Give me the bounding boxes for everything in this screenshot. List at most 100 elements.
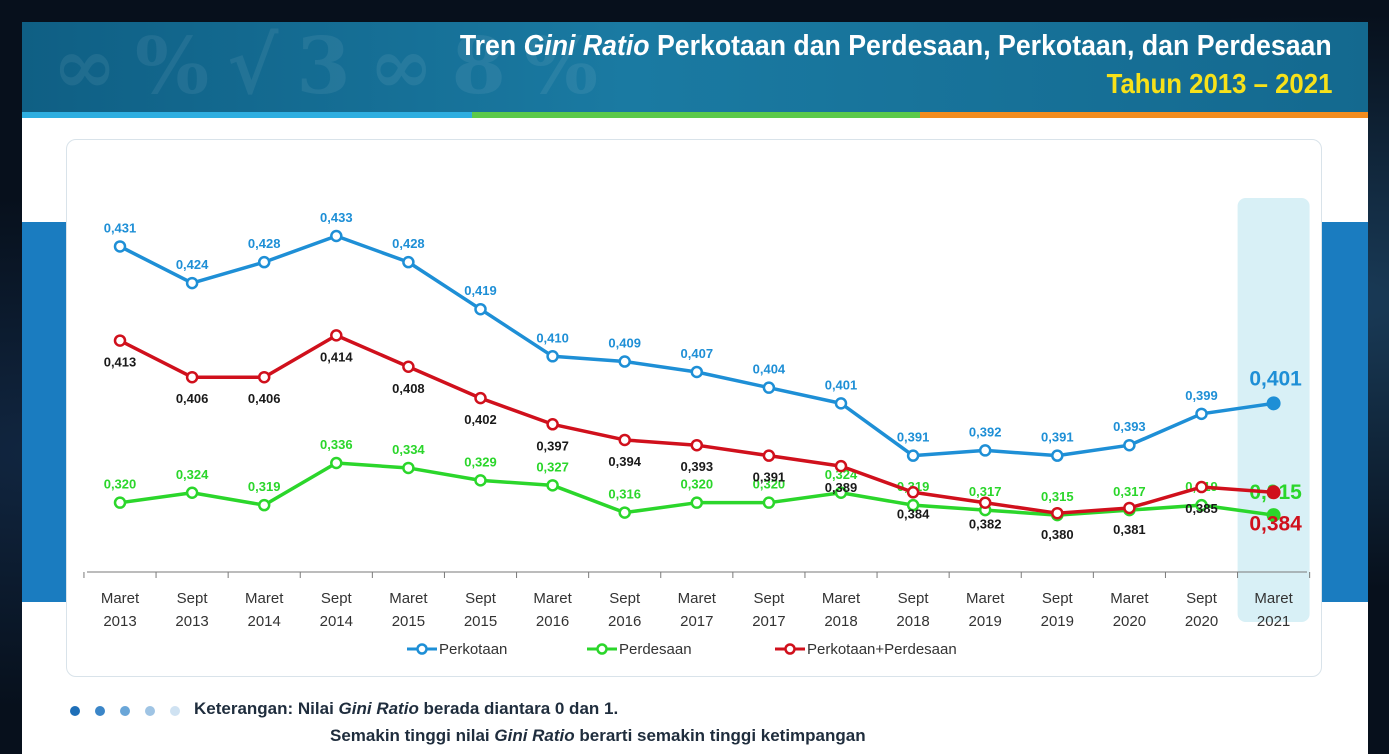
legend-marker — [416, 643, 428, 655]
bullet-dot-2 — [95, 706, 105, 716]
data-label: 0,393 — [1113, 419, 1146, 434]
data-label: 0,389 — [825, 480, 858, 495]
data-label: 0,324 — [176, 467, 209, 482]
data-point — [330, 329, 343, 342]
x-tick-label-month: Sept — [465, 590, 497, 607]
x-tick-label-month: Maret — [1110, 590, 1149, 607]
data-label: 0,413 — [104, 355, 137, 370]
page-subtitle: Tahun 2013 – 2021 — [1106, 68, 1332, 99]
data-label: 0,424 — [176, 257, 209, 272]
note-line-1: Keterangan: Nilai Gini Ratio berada dian… — [194, 699, 619, 718]
data-point — [618, 506, 631, 519]
right-side-band — [1320, 222, 1368, 602]
x-tick-label-year: 2017 — [680, 613, 713, 630]
data-label: 0,392 — [969, 424, 1002, 439]
x-tick-label-year: 2020 — [1113, 613, 1146, 630]
x-tick-label-month: Maret — [101, 590, 140, 607]
title-banner: ∞%√3∞8% Tren Gini Ratio Perkotaan dan Pe… — [22, 22, 1368, 112]
data-label: 0,384 — [897, 506, 930, 521]
data-point — [1195, 407, 1208, 421]
data-point — [1051, 506, 1064, 520]
data-label: 0,334 — [392, 442, 425, 457]
x-tick-label-month: Sept — [753, 590, 785, 607]
data-label: 0,410 — [536, 330, 569, 345]
x-tick-label-year: 2015 — [464, 613, 497, 630]
data-label: 0,317 — [969, 484, 1002, 499]
data-label: 0,384 — [1249, 512, 1302, 535]
data-point — [546, 479, 559, 492]
data-point — [618, 355, 631, 368]
data-label: 0,407 — [681, 346, 714, 361]
data-point — [402, 255, 415, 269]
data-label: 0,402 — [464, 412, 497, 427]
gini-ratio-chart: Maret 2013 Sept 2013 Maret 2014 Sept 2014 Maret 2… — [83, 198, 1311, 658]
data-point — [690, 496, 704, 509]
x-tick-label-month: Maret — [533, 590, 572, 607]
data-point — [690, 365, 704, 379]
data-point — [762, 496, 776, 509]
data-point — [474, 391, 487, 405]
data-label: 0,315 — [1041, 489, 1074, 504]
data-label: 0,401 — [825, 377, 858, 392]
data-point — [906, 498, 920, 512]
data-point — [546, 418, 559, 431]
stripe-blue — [22, 112, 472, 118]
data-point — [690, 438, 704, 452]
data-point — [257, 255, 271, 269]
data-point — [546, 350, 559, 363]
data-label: 0,320 — [753, 477, 786, 492]
data-point — [1266, 485, 1281, 500]
data-point — [330, 456, 343, 470]
footer-note: Keterangan: Nilai Gini Ratio berada dian… — [64, 690, 1264, 750]
x-tick-label-month: Sept — [609, 590, 641, 607]
data-label: 0,409 — [608, 336, 641, 351]
x-tick-label-year: 2015 — [392, 613, 425, 630]
x-tick-label-year: 2014 — [248, 613, 281, 630]
data-label: 0,320 — [104, 477, 137, 492]
x-tick-label-month: Maret — [822, 590, 861, 607]
data-label: 0,381 — [1113, 522, 1146, 537]
data-point — [762, 449, 776, 462]
data-point — [1123, 438, 1136, 452]
data-label: 0,391 — [897, 430, 930, 445]
x-tick-label-month: Maret — [966, 590, 1005, 607]
x-tick-label-year: 2018 — [896, 613, 929, 630]
slide: ∞%√3∞8% Tren Gini Ratio Perkotaan dan Pe… — [22, 22, 1368, 754]
decorative-numbers: ∞%√3∞8% — [52, 22, 616, 112]
data-point — [185, 276, 199, 290]
data-label: 0,397 — [536, 438, 569, 453]
note-line-2: Semakin tinggi nilai Gini Ratio berarti … — [330, 726, 866, 745]
x-tick-label-year: 2019 — [1041, 613, 1074, 630]
x-tick-label-month: Sept — [1042, 590, 1074, 607]
x-tick-label-year: 2016 — [536, 613, 569, 630]
data-point — [1195, 498, 1208, 512]
data-point — [402, 461, 415, 475]
data-label: 0,406 — [248, 391, 281, 406]
data-label: 0,385 — [1185, 501, 1218, 516]
data-label: 0,428 — [392, 236, 425, 251]
data-point — [618, 433, 631, 447]
data-label: 0,406 — [176, 391, 209, 406]
data-point — [185, 486, 199, 500]
chart-card: Maret 2013 Sept 2013 Maret 2014 Sept 2014 Maret 2… — [66, 139, 1322, 677]
data-point — [113, 496, 127, 509]
data-label: 0,394 — [608, 454, 641, 469]
bullet-dot-4 — [145, 706, 155, 716]
data-point — [1266, 508, 1281, 523]
data-point — [762, 381, 776, 394]
stripe-orange — [920, 112, 1368, 118]
x-tick-label-year: 2017 — [752, 613, 785, 630]
left-side-band — [22, 222, 66, 602]
data-point — [1266, 396, 1281, 411]
x-tick-label-month: Sept — [1186, 590, 1218, 607]
data-label: 0,419 — [464, 283, 497, 298]
data-label: 0,327 — [536, 459, 569, 474]
data-label: 0,399 — [1185, 388, 1218, 403]
data-point — [474, 474, 487, 487]
page-title: Tren Gini Ratio Perkotaan dan Perdesaan,… — [460, 30, 1332, 62]
x-tick-label-year: 2019 — [969, 613, 1002, 630]
data-label: 0,391 — [753, 470, 786, 485]
data-label: 0,329 — [464, 454, 497, 469]
legend-marker — [784, 643, 796, 655]
data-point — [113, 334, 127, 347]
